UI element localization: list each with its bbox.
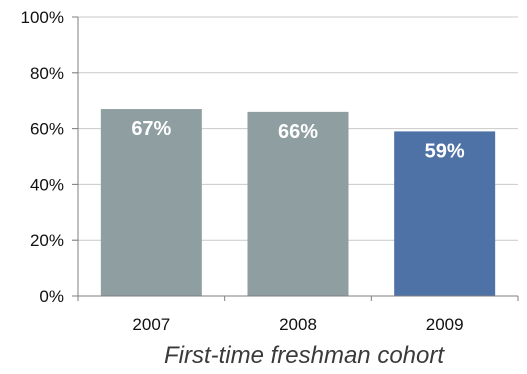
- x-tick-label: 2007: [132, 315, 170, 334]
- bar-2007: [100, 109, 202, 296]
- data-label-2009: 59%: [425, 140, 465, 162]
- bar-2009: [394, 131, 496, 296]
- y-tick-label: 40%: [30, 175, 64, 194]
- x-axis-title: First-time freshman cohort: [164, 342, 445, 369]
- x-tick-label: 2008: [279, 315, 317, 334]
- bar-2008: [247, 111, 349, 296]
- x-tick-label: 2009: [426, 315, 464, 334]
- y-tick-label: 100%: [21, 8, 64, 27]
- data-label-2008: 66%: [278, 121, 318, 143]
- axes-layer: [72, 16, 519, 301]
- data-label-2007: 67%: [131, 118, 171, 140]
- labels-layer: 0% 20% 40% 60% 80% 100% 67% 2007 66% 2008 59% 2009: [21, 8, 465, 334]
- y-tick-label: 20%: [30, 231, 64, 250]
- y-tick-label: 80%: [30, 64, 64, 83]
- y-tick-label: 60%: [30, 120, 64, 139]
- y-tick-label: 0%: [39, 287, 64, 306]
- bars-layer: [100, 109, 496, 296]
